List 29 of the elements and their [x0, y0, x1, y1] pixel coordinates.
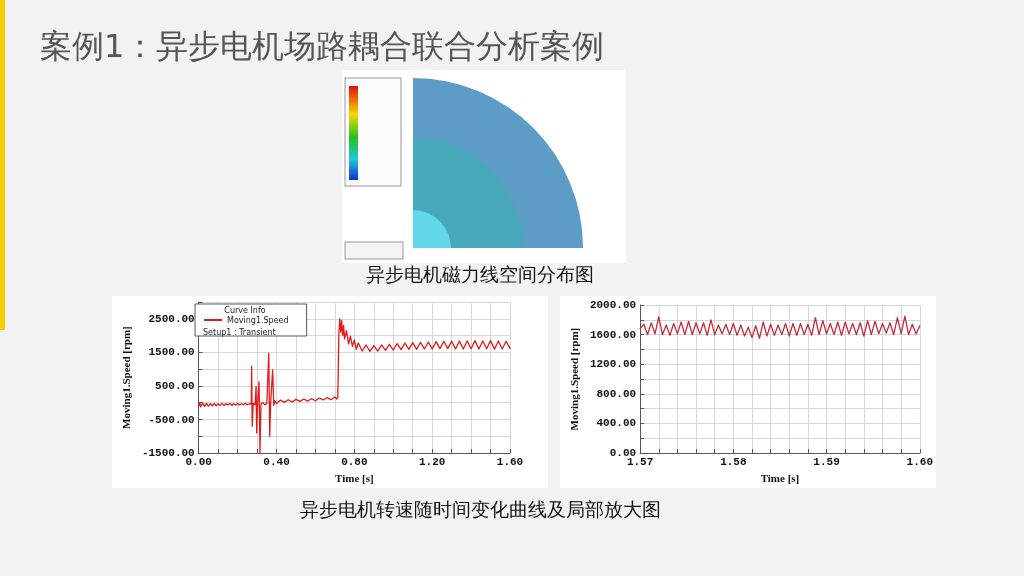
y-tick-label: 2500.00 [148, 312, 195, 325]
y-tick-label: -500.00 [148, 413, 195, 426]
x-tick-label: 1.57 [626, 455, 654, 468]
line-series [639, 315, 921, 339]
y-axis-title: Moving1.Speed [rpm] [119, 326, 132, 429]
y-axis-title: Moving1.Speed [rpm] [567, 327, 580, 431]
annotation: Setup1 : Transient [203, 327, 276, 337]
x-tick-label: 0.00 [185, 455, 212, 468]
legend-title: Curve Info [224, 305, 266, 315]
x-axis-title: Time [s] [760, 471, 800, 484]
x-tick-label: 1.60 [906, 455, 933, 468]
x-tick-label: 0.40 [263, 455, 290, 468]
x-tick-label: 0.80 [341, 455, 368, 468]
x-axis-title: Time [s] [335, 471, 374, 484]
y-tick-label: 1200.00 [589, 358, 637, 371]
x-tick-label: 1.59 [813, 455, 840, 468]
x-tick-label: 1.20 [418, 455, 446, 468]
y-tick-label: 500.00 [155, 379, 195, 392]
legend-label: Moving1.Speed [227, 315, 289, 325]
y-tick-label: 800.00 [596, 387, 637, 400]
x-tick-label: 1.58 [720, 455, 747, 468]
y-tick-label: 2000.00 [589, 299, 637, 311]
text: 异步电机转速随时间变化曲线及局部放大图 [299, 498, 661, 522]
y-tick-label: 400.00 [596, 417, 637, 430]
x-tick-label: 1.60 [496, 455, 524, 468]
y-tick-label: 1500.00 [148, 346, 195, 359]
chart-title: 案例1：异步电机场路耦合联合分析案例 [40, 26, 605, 66]
y-tick-label: 1600.00 [589, 328, 637, 341]
text: 异步电机磁力线空间分布图 [366, 263, 594, 287]
